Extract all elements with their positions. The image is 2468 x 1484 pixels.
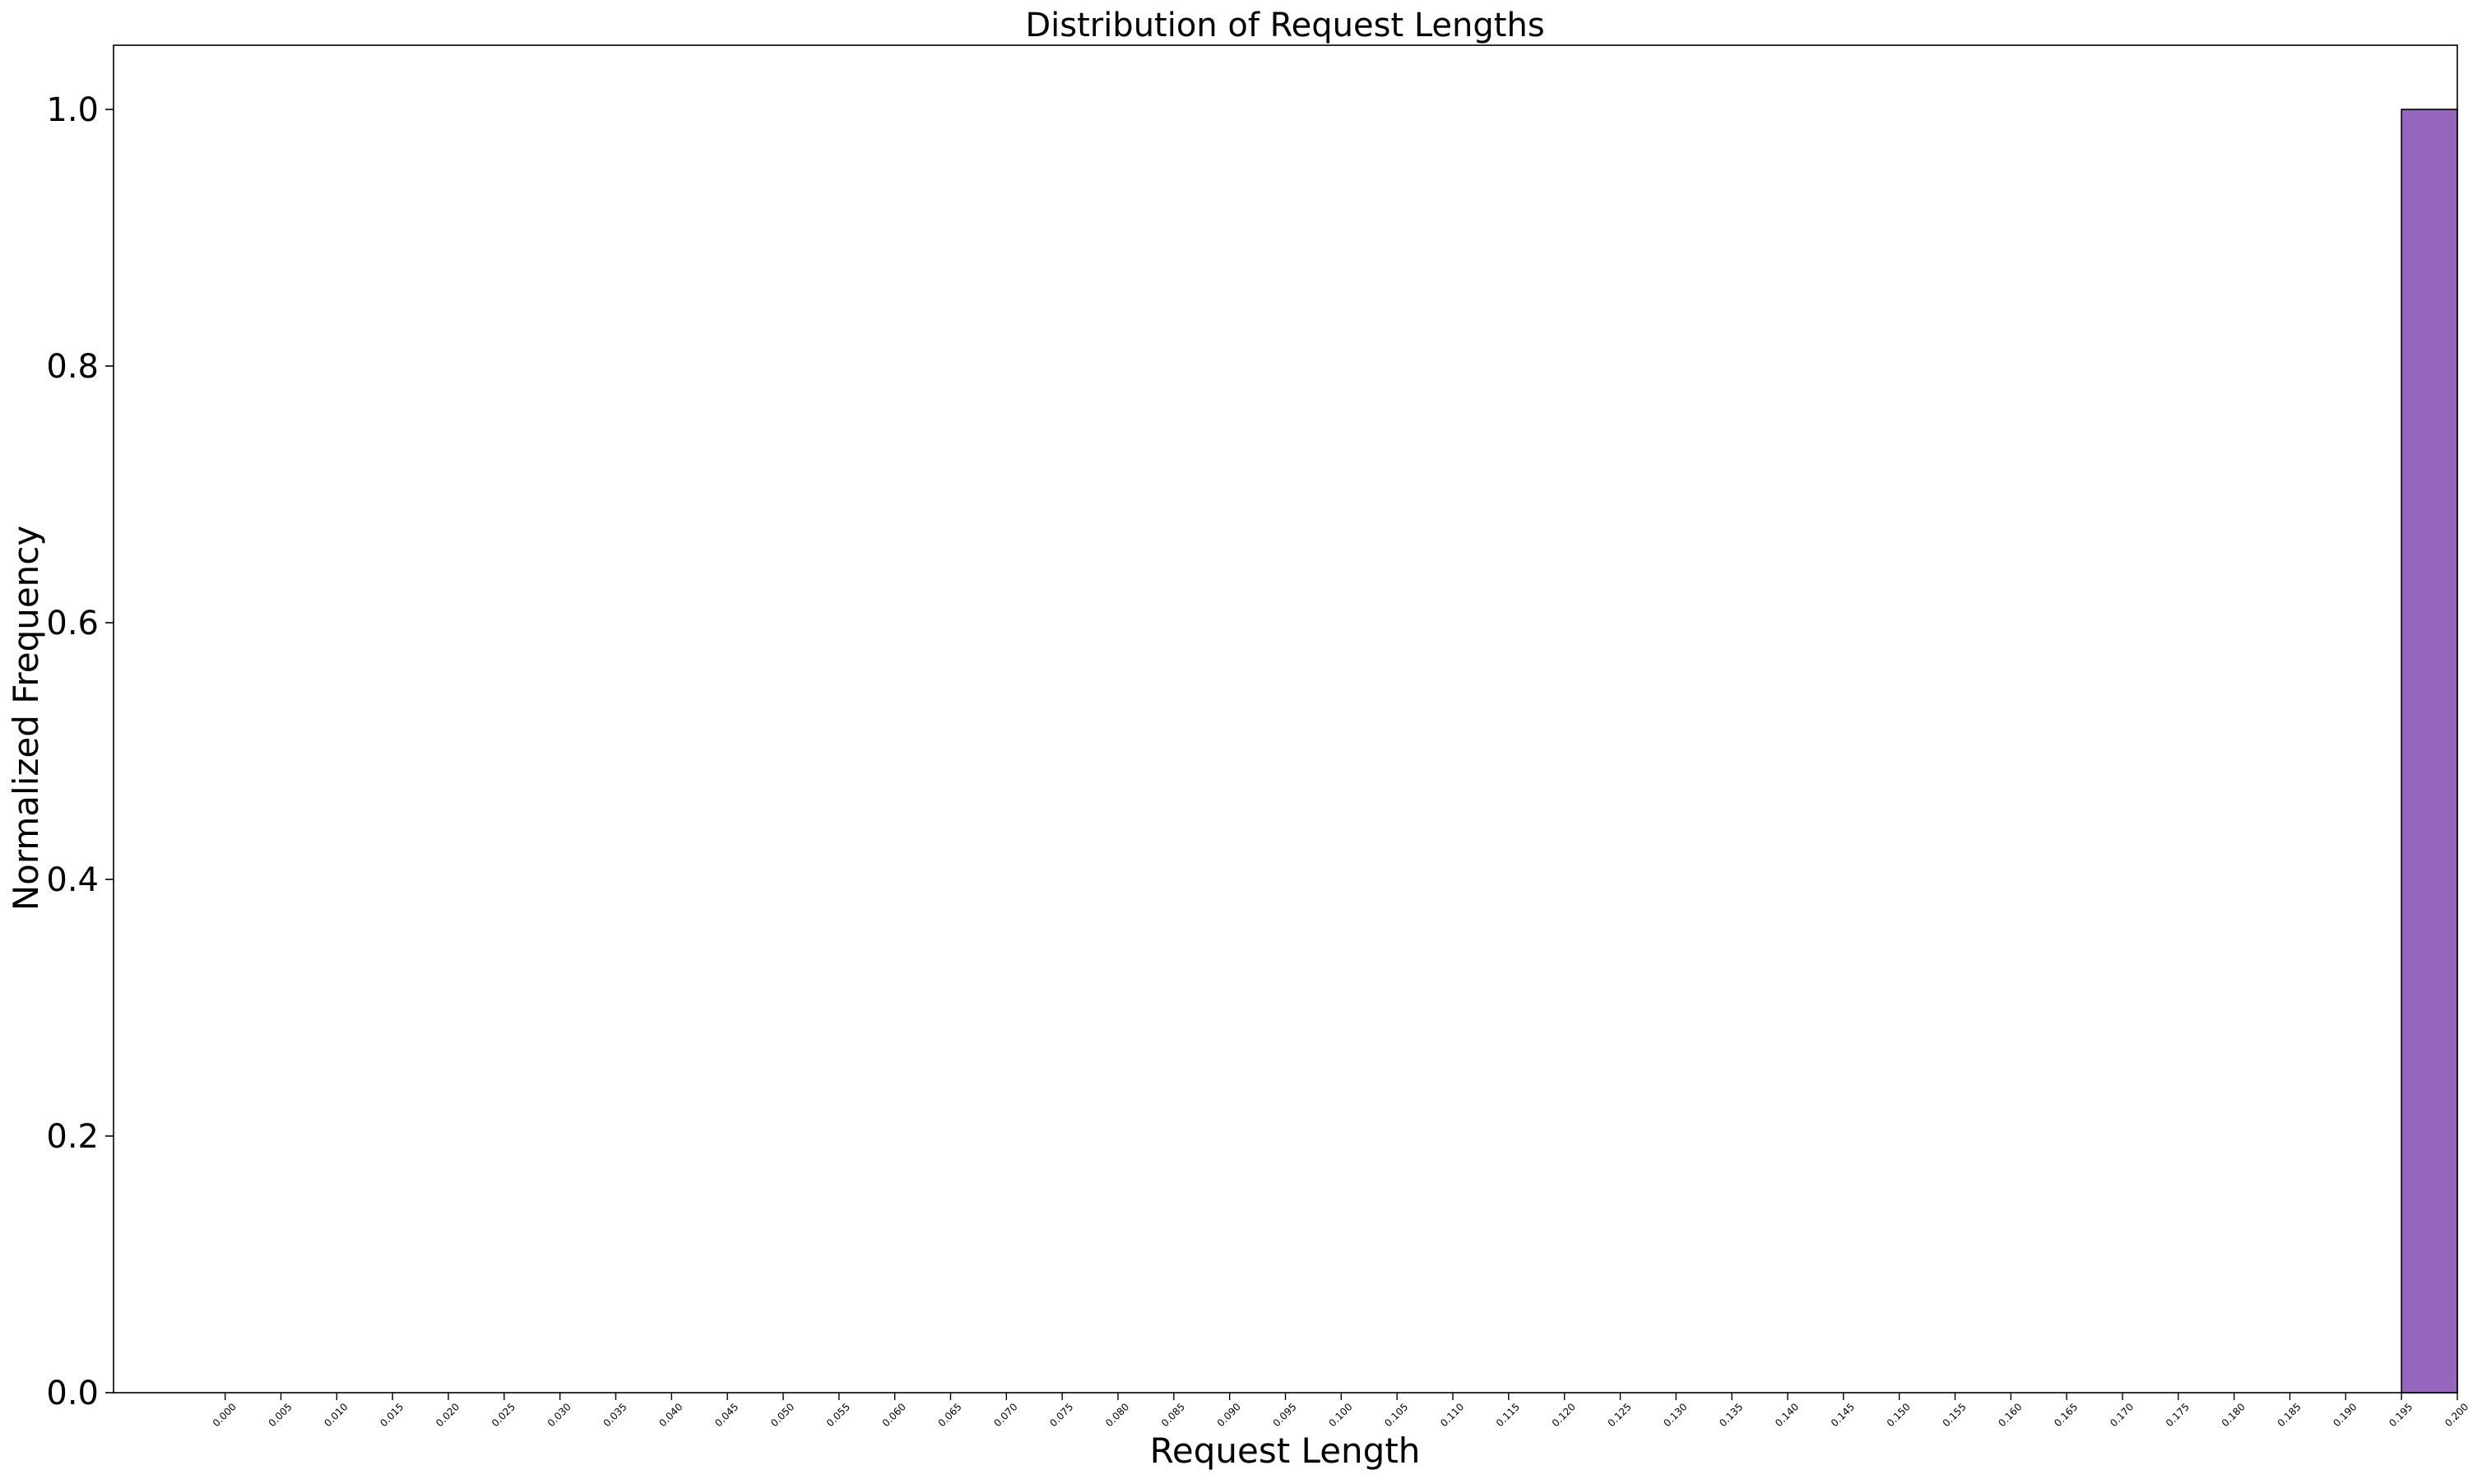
x-tick-label: 0.135 — [1717, 1401, 1745, 1429]
x-tick-label: 0.200 — [2442, 1401, 2468, 1429]
x-tick-label: 0.110 — [1438, 1401, 1466, 1429]
x-tick-label: 0.050 — [768, 1401, 796, 1429]
chart-title: Distribution of Request Lengths — [1025, 7, 1544, 44]
x-tick-label: 0.185 — [2275, 1401, 2303, 1429]
x-tick-label: 0.190 — [2331, 1401, 2359, 1429]
x-tick-label: 0.150 — [1885, 1401, 1913, 1429]
x-tick-label: 0.140 — [1773, 1401, 1801, 1429]
x-tick-label: 0.165 — [2052, 1401, 2080, 1429]
y-tick-label: 0.6 — [46, 605, 99, 642]
x-tick-label: 0.100 — [1326, 1401, 1354, 1429]
x-tick-label: 0.045 — [712, 1401, 740, 1429]
x-tick-label: 0.035 — [601, 1401, 629, 1429]
y-tick-label: 0.4 — [46, 861, 99, 899]
histogram-bar — [2401, 109, 2458, 1394]
x-tick-label: 0.170 — [2108, 1401, 2136, 1429]
x-tick-label: 0.125 — [1606, 1401, 1634, 1429]
x-tick-label: 0.145 — [1829, 1401, 1857, 1429]
x-tick-label: 0.000 — [211, 1401, 239, 1429]
x-tick-label: 0.010 — [322, 1401, 350, 1429]
x-tick-label: 0.105 — [1382, 1401, 1410, 1429]
x-tick-label: 0.040 — [656, 1401, 684, 1429]
x-tick-label: 0.160 — [1996, 1401, 2024, 1429]
bars — [2401, 109, 2458, 1394]
x-tick-label: 0.115 — [1494, 1401, 1522, 1429]
y-tick-label: 0.8 — [46, 348, 99, 386]
x-tick-label: 0.120 — [1550, 1401, 1578, 1429]
x-tick-label: 0.195 — [2387, 1401, 2415, 1429]
x-tick-label: 0.090 — [1215, 1401, 1243, 1429]
x-tick-label: 0.180 — [2220, 1401, 2248, 1429]
y-tick-label: 0.2 — [46, 1118, 99, 1156]
x-tick-label: 0.085 — [1159, 1401, 1187, 1429]
x-tick-label: 0.130 — [1661, 1401, 1689, 1429]
x-tick-label: 0.005 — [267, 1401, 295, 1429]
x-tick-label: 0.065 — [936, 1401, 964, 1429]
x-tick-label: 0.095 — [1271, 1401, 1299, 1429]
x-tick-label: 0.075 — [1047, 1401, 1075, 1429]
x-ticks: 0.000 0.005 0.010 0.015 0.020 0.025 0.030 0.035… — [211, 1393, 2468, 1429]
x-tick-label: 0.055 — [824, 1401, 852, 1429]
y-axis-label: Normalized Frequency — [6, 526, 46, 911]
x-tick-label: 0.030 — [545, 1401, 573, 1429]
y-ticks: 0.0 0.2 0.4 0.6 0.8 1.0 — [46, 91, 114, 1412]
x-tick-label: 0.015 — [378, 1401, 406, 1429]
x-tick-label: 0.020 — [434, 1401, 462, 1429]
x-tick-label: 0.070 — [991, 1401, 1019, 1429]
y-tick-label: 1.0 — [46, 91, 99, 129]
x-axis-label: Request Length — [1150, 1431, 1421, 1471]
x-tick-label: 0.155 — [1941, 1401, 1969, 1429]
plot-frame — [113, 44, 2458, 1394]
x-tick-label: 0.060 — [880, 1401, 908, 1429]
x-tick-label: 0.025 — [489, 1401, 517, 1429]
y-tick-label: 0.0 — [46, 1375, 99, 1412]
axes — [113, 44, 2458, 1394]
x-tick-label: 0.080 — [1103, 1401, 1131, 1429]
x-tick-label: 0.175 — [2164, 1401, 2192, 1429]
